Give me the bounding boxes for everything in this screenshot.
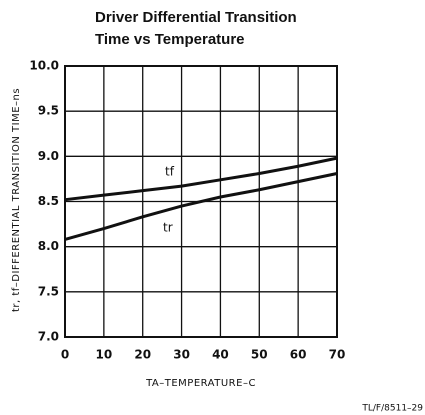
data-line [64,172,338,241]
y-tick-label: 9.0 [38,149,59,163]
x-tick-label: 0 [61,348,69,362]
x-tick-label: 20 [134,348,151,362]
line-label: tr [163,221,173,235]
x-axis-label: TA–TEMPERATURE–C [145,378,256,389]
chart-title: Time vs Temperature [95,31,245,48]
x-tick-label: 70 [329,348,346,362]
x-tick-label: 30 [173,348,190,362]
y-tick-label: 8.0 [38,239,59,253]
x-tick-label: 10 [96,348,113,362]
y-tick-label: 7.0 [38,330,59,344]
line-label: tf [165,165,175,179]
x-tick-label: 50 [251,348,268,362]
y-axis-label: tr, tf–DIFFERENTIAL TRANSITION TIME–ns [11,88,22,312]
x-tick-label: 40 [212,348,229,362]
footnote: TL/F/8511–29 [361,404,423,414]
chart-title: Driver Differential Transition [95,9,297,26]
y-tick-label: 9.5 [38,104,59,118]
y-tick-label: 10.0 [29,59,59,73]
data-line [64,156,338,202]
y-tick-label: 8.5 [38,194,59,208]
y-tick-label: 7.5 [38,284,59,298]
plot-frame [64,65,338,338]
x-tick-label: 60 [290,348,307,362]
